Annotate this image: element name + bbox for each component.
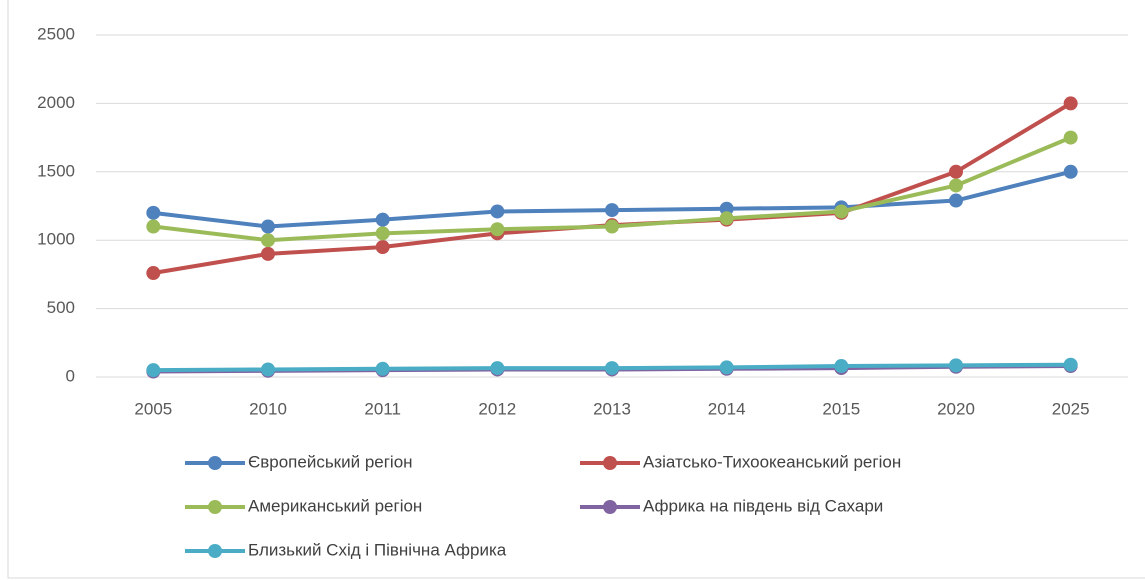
data-point [605,361,619,376]
data-point [605,219,619,234]
data-point [146,266,161,281]
data-point [146,363,161,378]
legend-label: Азіатсько-Тихоокеанський регіон [643,452,901,471]
data-point [1063,96,1078,111]
legend-label: Африка на південь від Сахари [643,496,883,515]
legend-marker [603,500,617,514]
data-point [719,201,734,216]
data-point [261,219,275,234]
data-point [719,211,734,226]
data-point [490,204,505,219]
x-tick-label: 2020 [937,399,975,418]
legend-marker [208,456,222,470]
data-point [949,164,963,179]
legend-label: Американський регіон [248,496,422,515]
x-tick-label: 2012 [478,399,516,418]
data-point [490,222,505,237]
data-point [375,240,390,255]
data-point [146,219,161,234]
legend-label: Близький Схід і Північна Африка [248,540,507,559]
x-tick-label: 2013 [593,399,631,418]
data-point [1063,357,1078,372]
x-tick-label: 2025 [1052,399,1090,418]
data-point [949,193,963,208]
data-point [375,212,390,227]
data-point [949,358,963,373]
data-point [261,246,275,261]
x-tick-label: 2015 [822,399,860,418]
y-tick-label: 0 [66,366,75,385]
x-tick-label: 2005 [134,399,172,418]
x-tick-label: 2010 [249,399,287,418]
data-point [375,226,390,241]
chart-border [7,0,1145,579]
legend-marker [603,456,617,470]
data-point [719,360,734,375]
x-tick-label: 2011 [364,399,401,418]
data-point [1063,130,1078,145]
y-tick-label: 2000 [37,93,75,112]
data-point [834,204,849,219]
data-point [1063,164,1078,179]
series-line [153,101,1072,276]
data-point [490,361,505,376]
data-point [949,178,963,193]
y-tick-label: 1500 [37,161,75,180]
y-tick-label: 1000 [37,230,75,249]
y-tick-label: 500 [47,298,75,317]
legend-label: Європейський регіон [248,452,413,471]
data-point [375,361,390,376]
data-point [261,233,275,248]
legend-marker [208,544,222,558]
data-point [261,362,275,377]
legend-marker [208,500,222,514]
data-point [605,203,619,218]
x-tick-label: 2014 [708,399,746,418]
data-point [834,359,849,374]
y-tick-label: 2500 [37,24,75,43]
data-point [146,205,161,220]
